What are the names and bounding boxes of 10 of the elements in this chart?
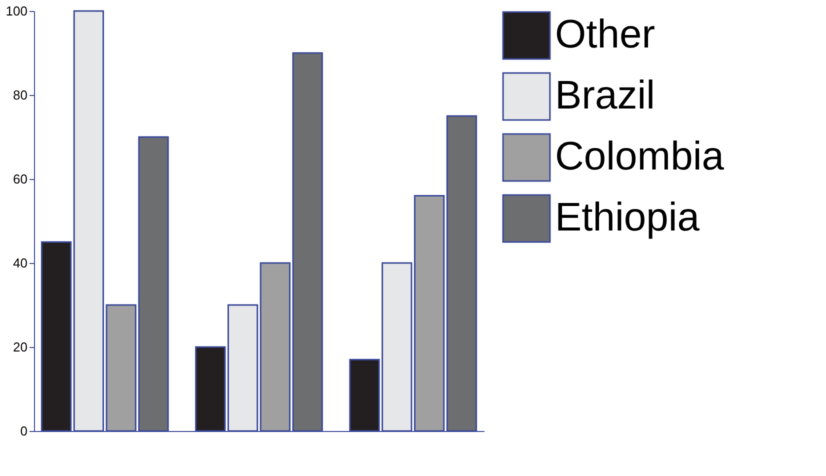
y-tick-label: 60 — [13, 172, 28, 186]
y-tick-label: 20 — [13, 340, 28, 354]
y-tick-label: 100 — [6, 4, 28, 18]
legend-label: Brazil — [555, 74, 656, 118]
legend-label: Colombia — [555, 134, 725, 178]
legend-label: Other — [555, 12, 656, 56]
y-tick-label: 80 — [13, 88, 28, 102]
legend-label: Ethiopia — [555, 196, 700, 240]
y-tick-label: 40 — [13, 256, 28, 270]
y-tick-label: 0 — [20, 424, 28, 438]
